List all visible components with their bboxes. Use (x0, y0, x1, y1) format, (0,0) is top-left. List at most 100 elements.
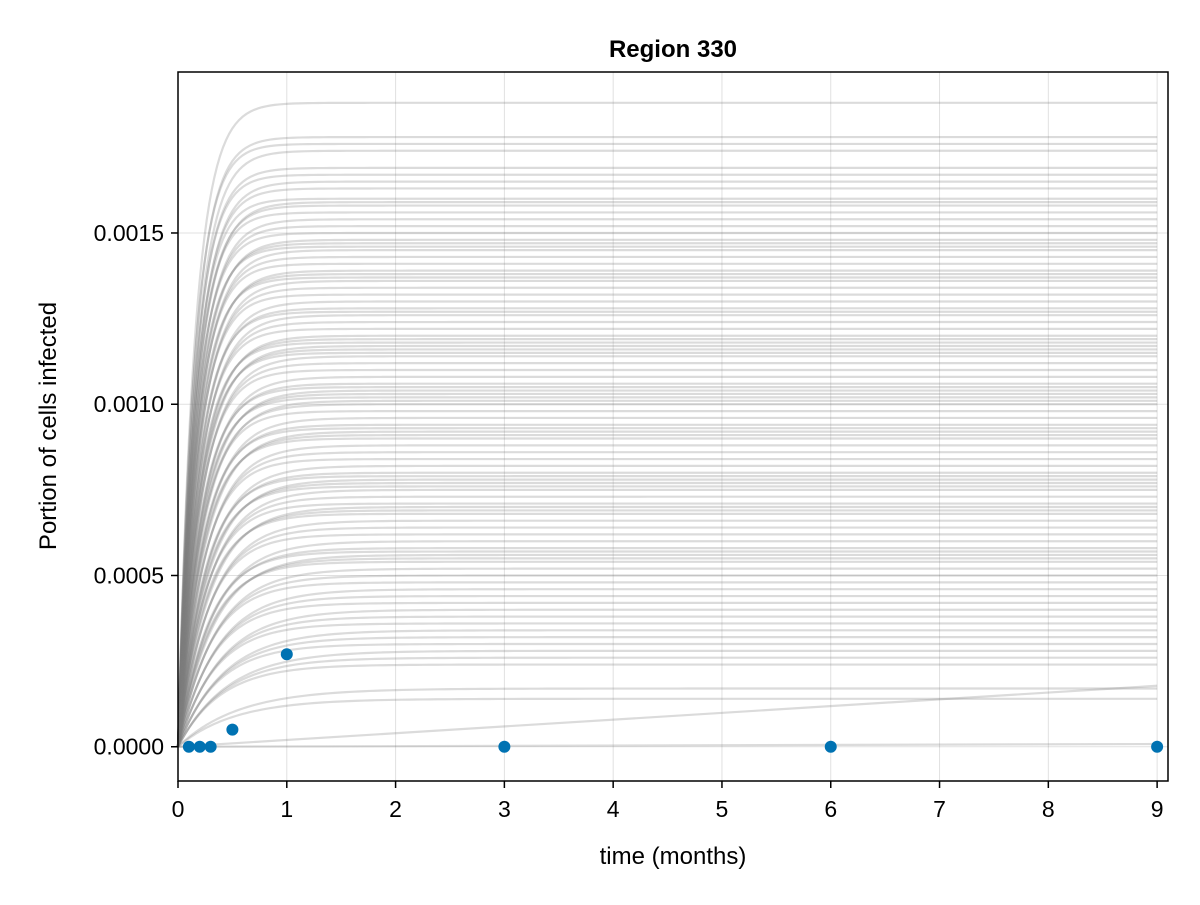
simulation-line (176, 255, 1158, 747)
simulation-line (176, 403, 1158, 747)
data-point (226, 723, 239, 736)
simulation-line (176, 416, 1158, 747)
simulation-line (176, 307, 1158, 747)
simulation-line (176, 204, 1158, 747)
simulation-line (176, 231, 1158, 747)
simulation-line (176, 533, 1158, 747)
simulation-line (176, 327, 1158, 747)
simulation-line (176, 320, 1158, 747)
simulation-line (176, 451, 1158, 747)
simulation-line (176, 509, 1158, 747)
simulation-line (176, 197, 1158, 747)
data-point (1151, 740, 1164, 753)
simulation-line (176, 464, 1158, 747)
simulation-line (176, 180, 1158, 747)
simulation-line (176, 615, 1158, 748)
simulation-line (176, 540, 1158, 747)
simulation-line (176, 389, 1158, 747)
simulation-line (176, 386, 1158, 747)
simulation-line (176, 135, 1158, 747)
simulation-line (176, 557, 1158, 747)
simulation-line (176, 471, 1158, 747)
x-axis-ticks: 0 1 2 3 4 5 6 7 8 9 (172, 781, 1164, 822)
x-tick-label: 8 (1042, 796, 1055, 822)
x-tick-label: 6 (824, 796, 837, 822)
data-point (182, 740, 195, 753)
y-tick-label: 0.0005 (94, 562, 164, 588)
simulation-line (176, 382, 1158, 747)
simulation-line (176, 478, 1158, 747)
simulation-line (176, 166, 1158, 747)
x-tick-label: 1 (280, 796, 293, 822)
y-axis-label: Portion of cells infected (35, 302, 62, 550)
simulation-line (176, 574, 1158, 747)
simulation-line (176, 519, 1158, 747)
simulation-line (176, 495, 1158, 747)
simulation-line (176, 399, 1158, 747)
x-tick-label: 4 (607, 796, 620, 822)
simulation-line (176, 601, 1158, 748)
simulation-line (176, 588, 1158, 748)
simulation-line (176, 622, 1158, 748)
grid-lines (177, 72, 1168, 781)
simulation-line (176, 142, 1158, 747)
simulation-line (176, 375, 1158, 747)
simulation-line (177, 684, 1158, 748)
simulation-line (176, 594, 1158, 748)
y-tick-label: 0.0010 (94, 391, 164, 417)
simulation-line (176, 475, 1158, 747)
simulation-line (176, 430, 1158, 747)
data-point (193, 740, 206, 753)
simulation-line (176, 348, 1158, 747)
simulation-line (176, 351, 1158, 747)
simulation-line (176, 101, 1158, 747)
simulation-line (176, 433, 1158, 747)
simulation-line (176, 355, 1158, 747)
x-axis-label: time (months) (600, 843, 747, 870)
simulation-line (176, 173, 1158, 747)
simulation-line (176, 211, 1158, 747)
simulation-line (176, 423, 1158, 747)
simulation-line (176, 550, 1158, 747)
simulation-line (176, 362, 1158, 747)
simulation-line (176, 279, 1158, 747)
simulation-line (176, 427, 1158, 747)
simulation-line (176, 187, 1158, 747)
simulation-line (176, 300, 1158, 747)
simulation-line (176, 344, 1158, 747)
data-point (280, 648, 293, 661)
x-tick-label: 3 (498, 796, 511, 822)
simulation-line (176, 314, 1158, 747)
simulation-line (176, 368, 1158, 747)
data-point (498, 740, 511, 753)
simulation-line (176, 642, 1158, 748)
x-tick-label: 2 (389, 796, 402, 822)
simulation-line (176, 444, 1158, 747)
data-point (824, 740, 837, 753)
simulation-line (176, 581, 1158, 747)
simulation-line (176, 149, 1158, 747)
simulation-line (176, 218, 1158, 747)
simulation-line (176, 553, 1158, 747)
simulation-line (176, 249, 1158, 747)
simulation-line (176, 293, 1158, 747)
simulation-line (176, 485, 1158, 747)
simulation-line (176, 505, 1158, 747)
simulation-line (176, 437, 1158, 747)
simulation-line (176, 546, 1158, 747)
simulation-line (176, 629, 1158, 748)
simulation-line (177, 687, 1158, 748)
simulation-line (176, 409, 1158, 747)
simulation-line (176, 526, 1158, 747)
simulation-ensemble-lines (176, 101, 1158, 748)
simulation-line (177, 697, 1158, 748)
chart-title: Region 330 (609, 36, 737, 63)
simulation-line (176, 341, 1158, 747)
x-tick-label: 0 (172, 796, 185, 822)
simulation-line (176, 560, 1158, 747)
simulation-line (176, 276, 1158, 747)
simulation-line (176, 567, 1158, 747)
data-point (204, 740, 217, 753)
y-tick-label: 0.0015 (94, 220, 164, 246)
